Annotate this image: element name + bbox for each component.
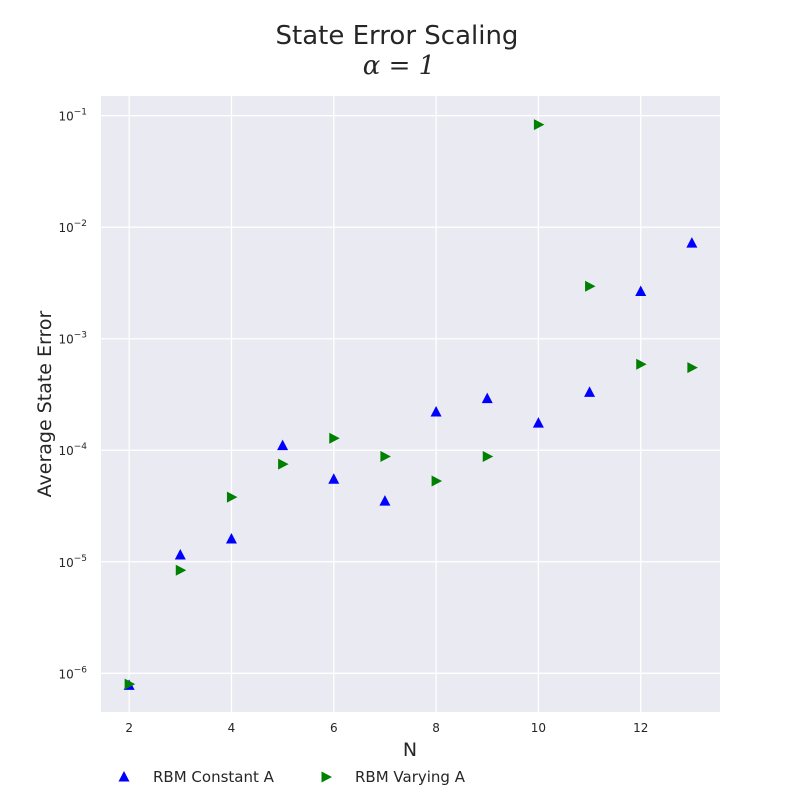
rbm-varying-a-point [431,475,443,487]
rbm-varying-a-point [226,491,238,503]
x-tick-label: 4 [228,721,236,735]
rbm-varying-a-point [124,678,136,690]
rbm-constant-a-point [481,392,493,404]
y-axis-ticks: 10−6 10−5 10−4 10−3 10−2 10−1 [58,108,87,682]
rbm-varying-a-legend-marker [321,771,332,783]
rbm-varying-a-point [482,450,494,462]
y-tick-label: 10−4 [58,442,87,458]
rbm-constant-a-point [174,549,186,560]
rbm-constant-a-point [379,495,391,506]
rbm-constant-a-legend-marker [118,771,130,782]
legend-label-rbm-varying-a: RBM Varying A [355,768,466,786]
y-tick-label: 10−2 [58,219,87,235]
rbm-constant-a-point [532,417,544,428]
rbm-varying-a-point [533,119,545,131]
data-points [123,119,698,690]
rbm-constant-a-point [686,237,698,248]
rbm-constant-a-point [225,533,237,544]
rbm-constant-a-point [584,386,596,397]
y-tick-label: 10−1 [58,108,87,124]
chart-subtitle: α = 1 [363,51,435,81]
x-tick-label: 10 [531,721,546,735]
grid [101,96,720,712]
x-tick-label: 6 [330,721,338,735]
x-tick-label: 8 [432,721,440,735]
rbm-constant-a-point [430,406,442,417]
x-axis-ticks: 2 4 6 8 10 12 [125,721,648,735]
legend-label-rbm-constant-a: RBM Constant A [153,768,275,786]
y-axis-label: Average State Error [34,310,56,497]
y-tick-label: 10−6 [58,665,87,681]
rbm-constant-a-point [328,473,340,484]
x-axis-label: N [403,739,417,761]
x-tick-label: 12 [633,721,648,735]
y-tick-label: 10−5 [58,554,87,570]
chart-title: State Error Scaling [276,21,519,51]
rbm-constant-a-point [635,285,647,297]
rbm-varying-a-point [278,458,289,470]
plot-area [101,96,720,712]
rbm-varying-a-point [585,280,596,292]
rbm-varying-a-point [175,564,187,576]
rbm-varying-a-point [329,432,340,444]
rbm-varying-a-point [380,450,391,462]
rbm-varying-a-point [636,358,647,370]
legend: RBM Constant A RBM Varying A [118,768,466,786]
rbm-varying-a-point [687,362,698,374]
x-tick-label: 2 [125,721,133,735]
y-tick-label: 10−3 [58,331,87,347]
rbm-constant-a-point [277,439,289,451]
